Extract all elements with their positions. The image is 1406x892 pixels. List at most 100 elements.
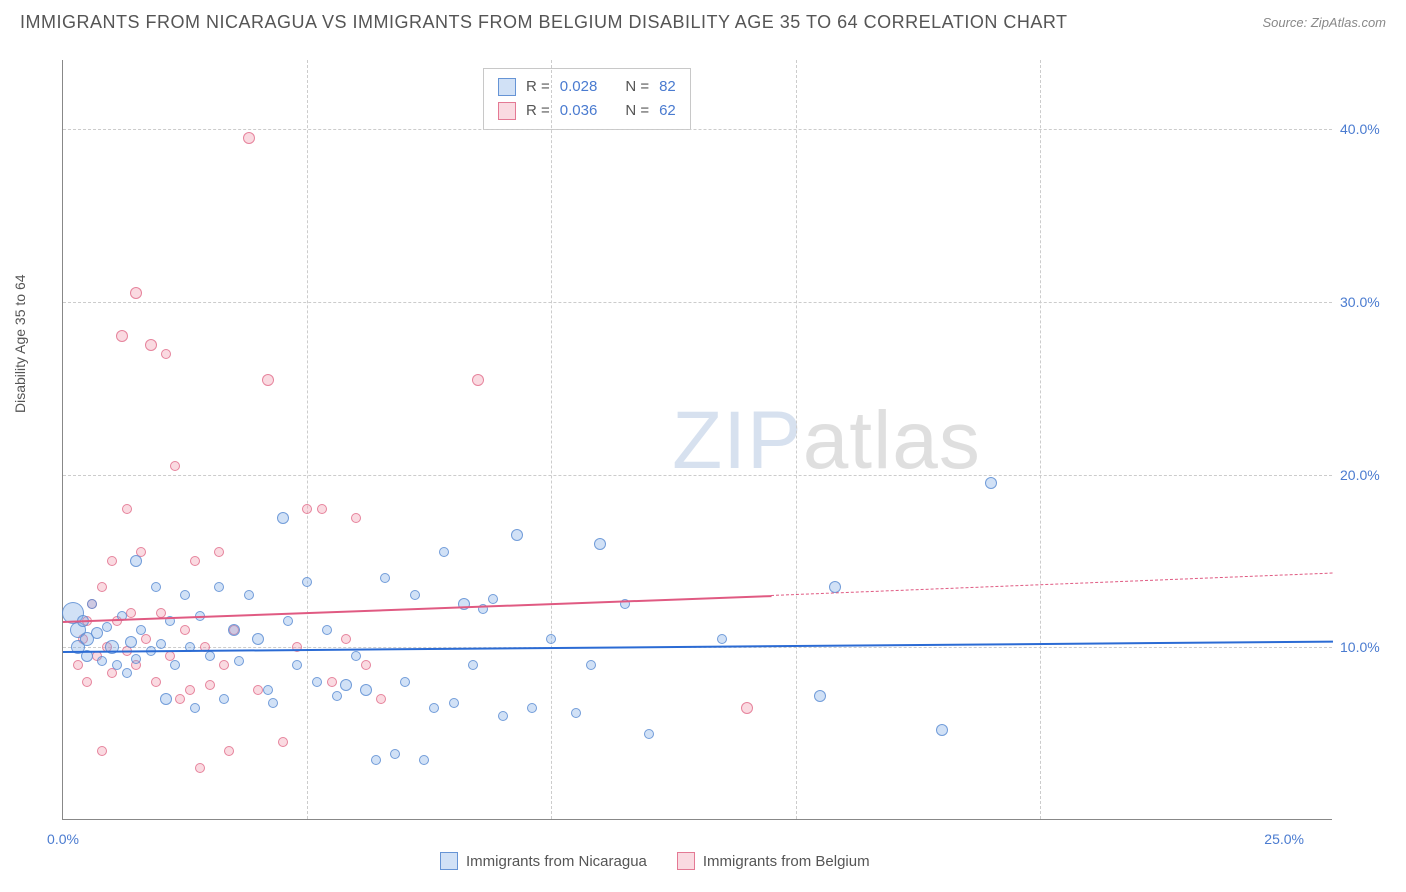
- swatch-a-icon: [498, 78, 516, 96]
- data-point: [161, 349, 171, 359]
- data-point: [175, 694, 185, 704]
- data-point: [97, 656, 107, 666]
- data-point: [131, 654, 141, 664]
- r-value-a: 0.028: [560, 75, 598, 99]
- data-point: [322, 625, 332, 635]
- data-point: [292, 660, 302, 670]
- data-point: [511, 529, 523, 541]
- legend-label-b: Immigrants from Belgium: [703, 853, 870, 870]
- data-point: [195, 763, 205, 773]
- data-point: [243, 132, 255, 144]
- watermark-zip: ZIP: [672, 395, 803, 486]
- stats-legend: R = 0.028 N = 82 R = 0.036 N = 62: [483, 68, 691, 130]
- plot-area: ZIPatlas R = 0.028 N = 82 R = 0.036 N = …: [62, 60, 1332, 820]
- legend-item-b: Immigrants from Belgium: [677, 852, 870, 870]
- data-point: [91, 627, 103, 639]
- r-label: R =: [526, 75, 550, 99]
- data-point: [214, 582, 224, 592]
- data-point: [468, 660, 478, 670]
- data-point: [102, 622, 112, 632]
- data-point: [125, 636, 137, 648]
- data-point: [571, 708, 581, 718]
- data-point: [156, 608, 166, 618]
- n-value-a: 82: [659, 75, 676, 99]
- data-point: [283, 616, 293, 626]
- data-point: [130, 287, 142, 299]
- data-point: [351, 651, 361, 661]
- legend-item-a: Immigrants from Nicaragua: [440, 852, 647, 870]
- trend-line: [771, 573, 1333, 596]
- data-point: [190, 556, 200, 566]
- ytick-label: 30.0%: [1340, 294, 1390, 310]
- data-point: [82, 677, 92, 687]
- data-point: [122, 668, 132, 678]
- data-point: [302, 577, 312, 587]
- data-point: [97, 582, 107, 592]
- swatch-b-icon: [498, 102, 516, 120]
- data-point: [205, 651, 215, 661]
- ytick-label: 20.0%: [1340, 467, 1390, 483]
- data-point: [234, 656, 244, 666]
- data-point: [151, 582, 161, 592]
- stats-row-b: R = 0.036 N = 62: [498, 99, 676, 123]
- data-point: [253, 685, 263, 695]
- data-point: [586, 660, 596, 670]
- data-point: [145, 339, 157, 351]
- legend-label-a: Immigrants from Nicaragua: [466, 853, 647, 870]
- series-legend: Immigrants from Nicaragua Immigrants fro…: [440, 852, 870, 870]
- data-point: [122, 504, 132, 514]
- data-point: [439, 547, 449, 557]
- ytick-label: 10.0%: [1340, 639, 1390, 655]
- xtick-label: 0.0%: [47, 831, 79, 847]
- chart-header: IMMIGRANTS FROM NICARAGUA VS IMMIGRANTS …: [0, 0, 1406, 41]
- data-point: [190, 703, 200, 713]
- data-point: [371, 755, 381, 765]
- data-point: [302, 504, 312, 514]
- data-point: [252, 633, 264, 645]
- data-point: [419, 755, 429, 765]
- data-point: [488, 594, 498, 604]
- gridline-v: [796, 60, 797, 819]
- data-point: [429, 703, 439, 713]
- data-point: [228, 624, 240, 636]
- gridline-v: [307, 60, 308, 819]
- data-point: [112, 660, 122, 670]
- data-point: [717, 634, 727, 644]
- data-point: [156, 639, 166, 649]
- data-point: [498, 711, 508, 721]
- data-point: [185, 685, 195, 695]
- gridline-v: [551, 60, 552, 819]
- data-point: [116, 330, 128, 342]
- data-point: [546, 634, 556, 644]
- data-point: [141, 634, 151, 644]
- gridline-h: [63, 129, 1332, 130]
- legend-swatch-a-icon: [440, 852, 458, 870]
- data-point: [263, 685, 273, 695]
- data-point: [527, 703, 537, 713]
- stats-row-a: R = 0.028 N = 82: [498, 75, 676, 99]
- data-point: [472, 374, 484, 386]
- data-point: [160, 693, 172, 705]
- data-point: [449, 698, 459, 708]
- data-point: [278, 737, 288, 747]
- data-point: [224, 746, 234, 756]
- data-point: [244, 590, 254, 600]
- data-point: [332, 691, 342, 701]
- chart-title: IMMIGRANTS FROM NICARAGUA VS IMMIGRANTS …: [20, 12, 1068, 33]
- data-point: [151, 677, 161, 687]
- r-value-b: 0.036: [560, 99, 598, 123]
- data-point: [107, 556, 117, 566]
- data-point: [107, 668, 117, 678]
- ytick-label: 40.0%: [1340, 121, 1390, 137]
- n-label: N =: [625, 75, 649, 99]
- y-axis-label: Disability Age 35 to 64: [12, 274, 28, 413]
- data-point: [985, 477, 997, 489]
- n-value-b: 62: [659, 99, 676, 123]
- data-point: [214, 547, 224, 557]
- data-point: [341, 634, 351, 644]
- r-label-b: R =: [526, 99, 550, 123]
- data-point: [180, 625, 190, 635]
- legend-swatch-b-icon: [677, 852, 695, 870]
- xtick-label: 25.0%: [1264, 831, 1304, 847]
- data-point: [219, 694, 229, 704]
